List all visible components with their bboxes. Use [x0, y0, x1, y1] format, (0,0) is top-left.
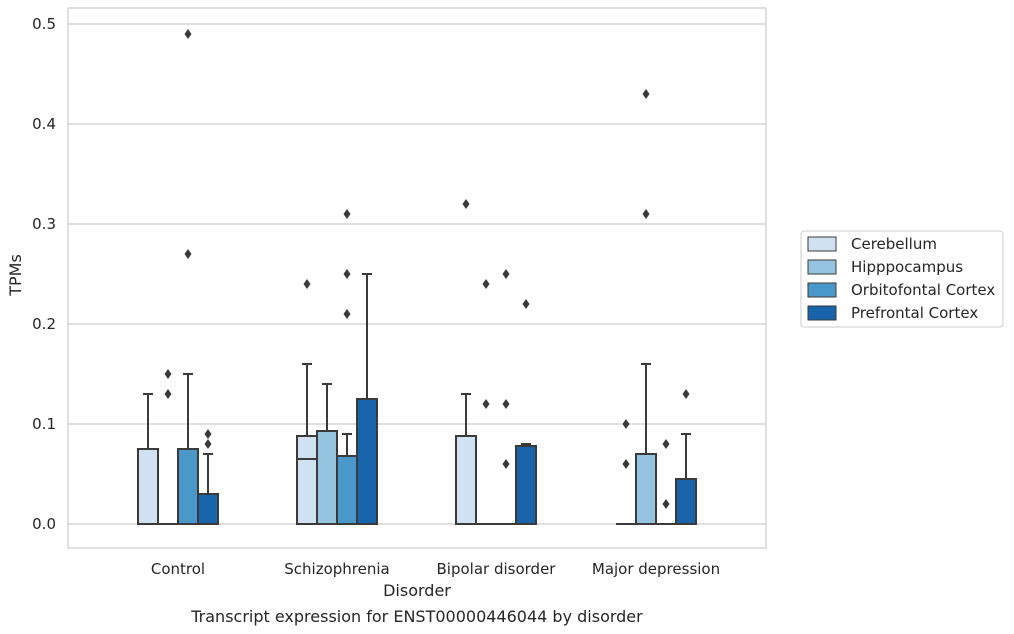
box: [675, 478, 697, 525]
outlier-point: [462, 199, 470, 209]
y-axis-title: TPMs: [6, 254, 25, 297]
box: [177, 448, 199, 525]
outlier-point: [303, 279, 311, 289]
outlier-point: [682, 389, 690, 399]
outlier-point: [622, 459, 630, 469]
outlier-point: [642, 89, 650, 99]
boxes: [137, 29, 697, 525]
x-tick-label: Major depression: [592, 560, 720, 578]
legend: Cerebellum Hipppocampus Orbitofontal Corte…: [800, 230, 1004, 328]
outlier-point: [204, 439, 212, 449]
outlier-point: [662, 499, 670, 509]
outlier-point: [642, 209, 650, 219]
legend-frame: [800, 230, 1004, 328]
legend-swatch: [807, 259, 837, 275]
box: [356, 398, 378, 525]
box: [455, 435, 477, 525]
x-tick-label: Bipolar disorder: [437, 560, 557, 578]
y-tick-label: 0.4: [32, 115, 56, 133]
legend-label: Hipppocampus: [851, 258, 963, 276]
outlier-point: [522, 299, 530, 309]
y-tick-label: 0.1: [32, 415, 56, 433]
outlier-point: [204, 429, 212, 439]
outlier-point: [343, 209, 351, 219]
y-tick-label: 0.5: [32, 15, 56, 33]
y-axis-ticks: 0.0 0.1 0.2 0.3 0.4 0.5: [32, 15, 56, 533]
x-axis-title: Disorder: [383, 581, 451, 600]
box: [197, 493, 219, 525]
legend-label: Cerebellum: [851, 235, 937, 253]
legend-swatch: [807, 282, 837, 298]
legend-label: Prefrontal Cortex: [851, 304, 978, 322]
x-tick-label: Schizophrenia: [284, 560, 389, 578]
outlier-point: [502, 269, 510, 279]
outlier-point: [164, 369, 172, 379]
outlier-point: [343, 269, 351, 279]
box: [336, 455, 358, 525]
outlier-point: [343, 309, 351, 319]
outlier-point: [502, 459, 510, 469]
box: [515, 445, 537, 525]
outlier-point: [622, 419, 630, 429]
figure-caption: Transcript expression for ENST0000044604…: [190, 607, 643, 626]
box: [316, 430, 338, 525]
x-axis-ticks: Control Schizophrenia Bipolar disorder Majo…: [151, 560, 720, 578]
legend-swatch: [807, 236, 837, 252]
y-tick-label: 0.0: [32, 515, 56, 533]
outlier-point: [482, 279, 490, 289]
legend-swatch: [807, 305, 837, 321]
legend-label: Orbitofontal Cortex: [851, 281, 995, 299]
outlier-point: [482, 399, 490, 409]
outlier-point: [502, 399, 510, 409]
y-tick-label: 0.3: [32, 215, 56, 233]
outlier-point: [662, 439, 670, 449]
plot-area: [67, 7, 767, 549]
box: [296, 435, 318, 525]
box: [137, 448, 159, 525]
outlier-point: [184, 29, 192, 39]
y-tick-label: 0.2: [32, 315, 56, 333]
x-tick-label: Control: [151, 560, 205, 578]
box: [635, 453, 657, 525]
outlier-point: [164, 389, 172, 399]
outlier-point: [184, 249, 192, 259]
